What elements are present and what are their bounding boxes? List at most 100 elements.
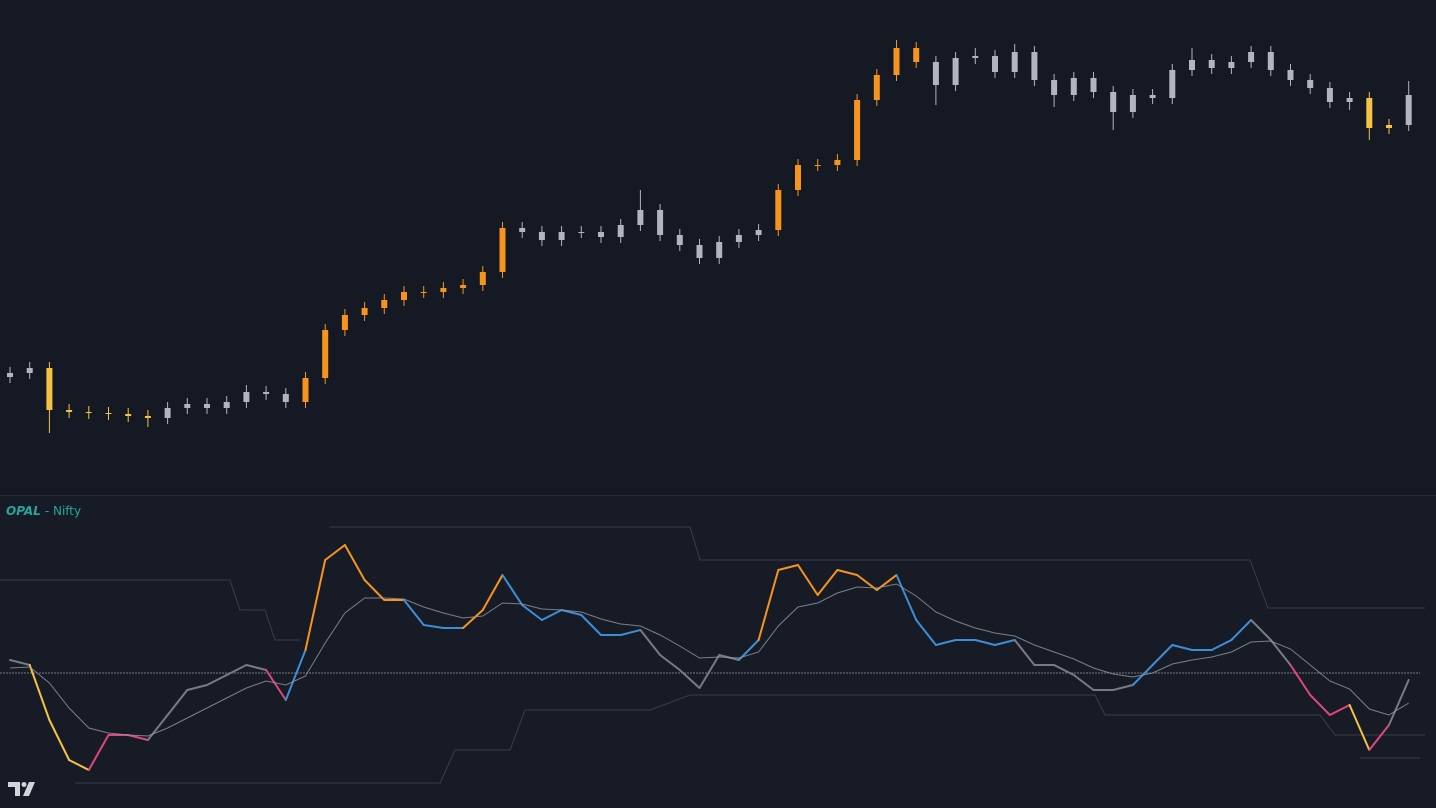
candle-body	[7, 373, 13, 377]
indicator-pane	[0, 496, 1436, 808]
indicator-symbol: - Nifty	[45, 504, 81, 518]
candle-body	[341, 315, 348, 330]
candle-body	[361, 308, 368, 315]
oscillator-segment	[678, 669, 701, 689]
oscillator-segment	[363, 579, 386, 601]
candle-body	[1051, 80, 1058, 95]
oscillator-segment	[974, 639, 996, 646]
oscillator-segment	[225, 664, 248, 676]
oscillator-segment	[521, 604, 543, 621]
oscillator-segment	[1388, 679, 1410, 726]
oscillator-segment	[245, 664, 268, 671]
oscillator-segment	[1328, 704, 1351, 716]
candle-body	[716, 242, 723, 258]
candle-body	[499, 228, 506, 272]
oscillator-segment	[481, 574, 504, 611]
oscillator-segment	[343, 544, 366, 581]
candle-body	[401, 292, 407, 300]
candle-body	[676, 235, 683, 245]
candle-body	[538, 232, 545, 240]
oscillator-segment	[1368, 724, 1390, 751]
oscillator-segment	[1269, 639, 1292, 666]
candle-body	[105, 413, 112, 414]
logo-part	[8, 782, 20, 796]
oscillator-segment	[206, 674, 228, 686]
candle-body	[243, 392, 250, 402]
candle-body	[1208, 60, 1215, 68]
candle-body	[972, 56, 979, 58]
logo-part	[23, 782, 35, 796]
candle-body	[1386, 125, 1392, 128]
candle-body	[1366, 98, 1373, 128]
oscillator-segment	[915, 619, 937, 646]
oscillator-segment	[284, 649, 307, 701]
level-steps	[0, 526, 1425, 784]
oscillator-segment	[1210, 639, 1233, 651]
candle-body	[125, 414, 132, 416]
candle-body	[1090, 78, 1097, 92]
candle-body	[578, 232, 585, 233]
oscillator-segment	[324, 544, 346, 561]
candle-body	[66, 410, 73, 412]
oscillator-segment	[816, 569, 839, 596]
candle-body	[204, 404, 210, 408]
level-step	[0, 579, 300, 641]
candle-body	[893, 48, 900, 75]
oscillator-segment	[304, 559, 327, 651]
candle-body	[814, 165, 821, 166]
candle-body	[460, 285, 467, 288]
level-step	[330, 526, 1425, 609]
oscillator-segment	[146, 714, 169, 741]
oscillator-segment	[580, 614, 602, 636]
oscillator-segment	[186, 684, 208, 691]
candle-body	[834, 160, 841, 165]
candle-body	[1129, 95, 1136, 112]
oscillator-segment	[166, 689, 189, 716]
candle-body	[1346, 98, 1353, 102]
oscillator-segment	[777, 564, 799, 571]
oscillator-segment	[87, 734, 110, 771]
oscillator-segment	[1151, 644, 1174, 666]
candle-body	[657, 210, 664, 235]
candle-body	[637, 210, 644, 225]
oscillator-segment	[895, 574, 918, 621]
oscillator-segment	[422, 624, 445, 629]
candle-body	[873, 75, 880, 100]
candle-body	[854, 100, 861, 160]
oscillator-segment	[1053, 664, 1075, 676]
candle-body	[164, 408, 171, 418]
candle-body	[223, 402, 230, 408]
candle-body	[913, 48, 920, 62]
level-step	[75, 694, 1425, 784]
candle-body	[302, 378, 309, 402]
oscillator-segment	[68, 759, 90, 771]
oscillator-segment	[934, 639, 957, 646]
candle-body	[735, 235, 742, 242]
tradingview-logo	[8, 782, 35, 796]
candle-body	[1031, 52, 1038, 80]
oscillator-segment	[1112, 684, 1134, 691]
oscillator-segment	[994, 639, 1016, 646]
candle-body	[558, 232, 565, 240]
oscillator-segment	[698, 654, 721, 689]
candle-body	[85, 412, 92, 413]
oscillator-segment	[1348, 704, 1371, 751]
candle-body	[1405, 95, 1412, 125]
candle-body	[1287, 70, 1294, 80]
candle-body	[795, 165, 801, 190]
oscillator-segment	[28, 664, 51, 721]
candle-body	[440, 288, 447, 292]
candle-body	[952, 58, 959, 85]
candle-body	[1248, 52, 1255, 62]
candle-body	[932, 62, 939, 85]
logo-part	[21, 782, 27, 787]
oscillator-segment	[501, 574, 524, 606]
oscillator-segment	[9, 659, 31, 666]
candle-body	[696, 245, 703, 258]
oscillator-segment	[1289, 664, 1312, 696]
candle-body	[1169, 70, 1176, 98]
candle-body	[519, 228, 526, 232]
oscillator-segment	[540, 609, 563, 621]
